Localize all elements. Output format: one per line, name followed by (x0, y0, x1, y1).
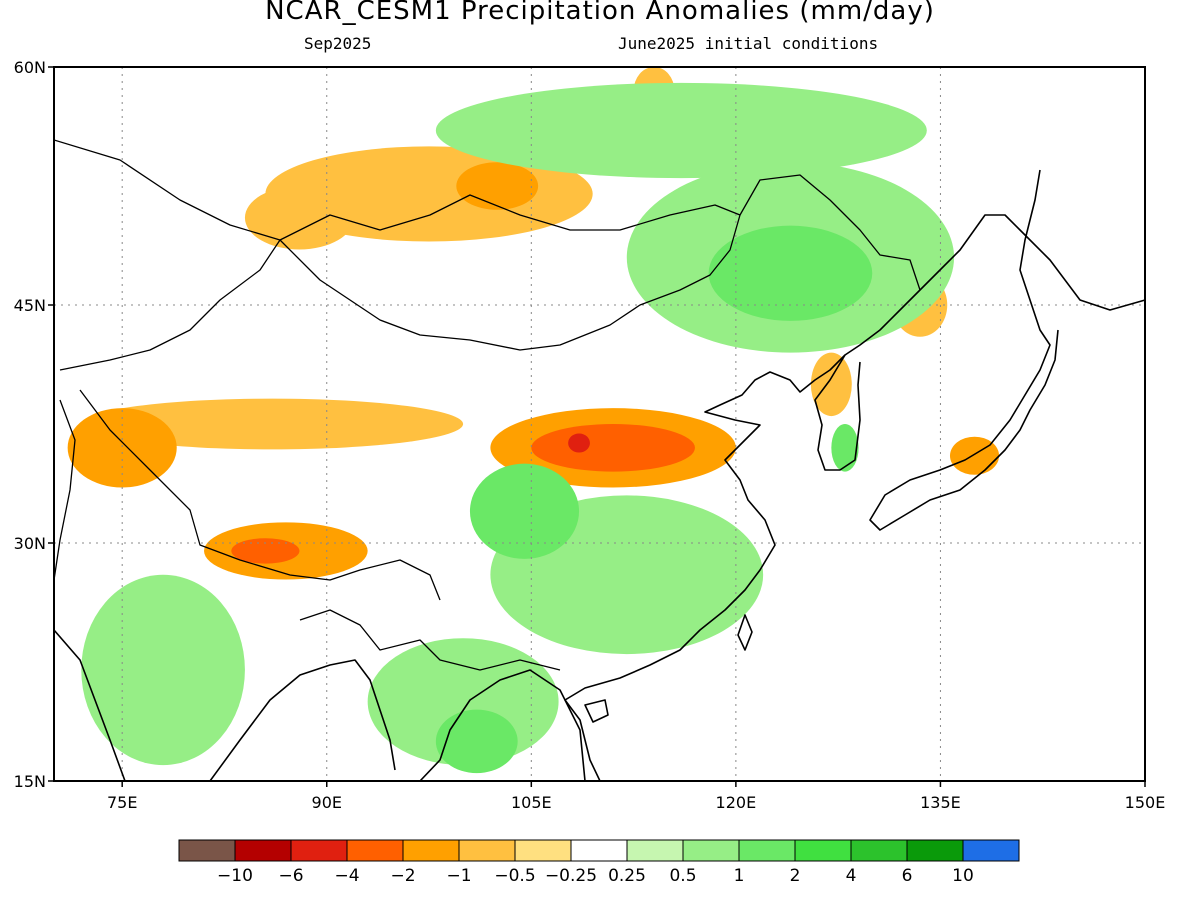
lon-tick-label: 90E (312, 793, 342, 812)
colorbar-swatch (682, 839, 740, 862)
coastline-hainan (584, 699, 609, 723)
colorbar-label: −6 (278, 866, 303, 886)
colorbar: −10 −6 −4 −2 −1 −0.5 −0.25 0.25 0.5 1 2 4 6 10 (178, 839, 1020, 886)
lon-tick-label: 150E (1125, 793, 1166, 812)
colorbar-swatch (850, 839, 908, 862)
lat-tick-label: 45N (14, 296, 46, 315)
colorbar-label: 0.5 (669, 866, 696, 886)
coastline-korea (814, 354, 861, 471)
border-mongolia (279, 194, 741, 351)
map-title: NCAR_CESM1 Precipitation Anomalies (mm/d… (265, 0, 935, 26)
colorbar-label: −0.5 (494, 866, 535, 886)
map-gridlines (54, 67, 1145, 781)
colorbar-label: −2 (390, 866, 415, 886)
border-kazakh (54, 139, 281, 371)
lon-tick-label: 75E (107, 793, 137, 812)
colorbar-swatch (626, 839, 684, 862)
colorbar-label: 2 (790, 866, 801, 886)
lon-tick-label: 120E (716, 793, 757, 812)
coastline-japan (869, 169, 1059, 531)
anomaly-region (67, 408, 177, 488)
anomaly-region (81, 398, 464, 450)
lat-tick-label: 15N (14, 772, 46, 791)
coastlines-and-borders (54, 139, 1145, 781)
border-indochina (299, 609, 561, 671)
anomaly-region (435, 709, 518, 774)
anomaly-region (708, 225, 873, 321)
colorbar-label: 0.25 (608, 866, 646, 886)
colorbar-swatch (234, 839, 292, 862)
colorbar-swatch (962, 839, 1020, 862)
colorbar-swatch (458, 839, 516, 862)
anomaly-region (469, 463, 580, 559)
colorbar-label: −1 (446, 866, 471, 886)
colorbar-label: −10 (217, 866, 253, 886)
colorbar-label: 4 (846, 866, 857, 886)
coastline-china (564, 214, 1145, 781)
anomaly-region (531, 424, 695, 472)
coastline-indochina (419, 669, 586, 781)
border-pakistan-india (54, 399, 76, 581)
colorbar-swatch (402, 839, 460, 862)
map-frame (53, 66, 1146, 782)
colorbar-swatch (738, 839, 796, 862)
axis-ticks: 75E 90E 105E 120E 135E 150E 60N 45N 30N 15N (14, 58, 1166, 812)
coastline-bay-of-bengal (209, 659, 396, 781)
coastline-taiwan (737, 614, 753, 651)
colorbar-swatch (794, 839, 852, 862)
lon-tick-label: 135E (920, 793, 961, 812)
colorbar-swatch (906, 839, 964, 862)
colorbar-label: 1 (734, 866, 745, 886)
anomaly-field (67, 67, 1000, 774)
initial-conditions: June2025 initial conditions (618, 34, 879, 53)
colorbar-swatch (346, 839, 404, 862)
anomaly-region (831, 424, 859, 472)
border-russia-china-ne (739, 174, 921, 291)
anomaly-region (456, 162, 539, 210)
coastline-india (54, 629, 126, 781)
colorbar-swatch (514, 839, 572, 862)
anomaly-region (810, 352, 852, 417)
anomaly-region (435, 82, 927, 179)
anomaly-region (568, 433, 590, 453)
colorbar-swatch (570, 839, 628, 862)
lat-tick-label: 30N (14, 534, 46, 553)
colorbar-label: 10 (952, 866, 974, 886)
colorbar-label: −0.25 (545, 866, 597, 886)
anomaly-region (81, 574, 245, 766)
colorbar-label: 6 (902, 866, 913, 886)
colorbar-swatch (178, 839, 236, 862)
border-tibet-south (79, 389, 441, 601)
valid-month: Sep2025 (304, 34, 372, 53)
anomaly-region (231, 538, 300, 564)
colorbar-swatch (290, 839, 348, 862)
lon-tick-label: 105E (511, 793, 552, 812)
colorbar-label: −4 (334, 866, 359, 886)
lat-tick-label: 60N (14, 58, 46, 77)
